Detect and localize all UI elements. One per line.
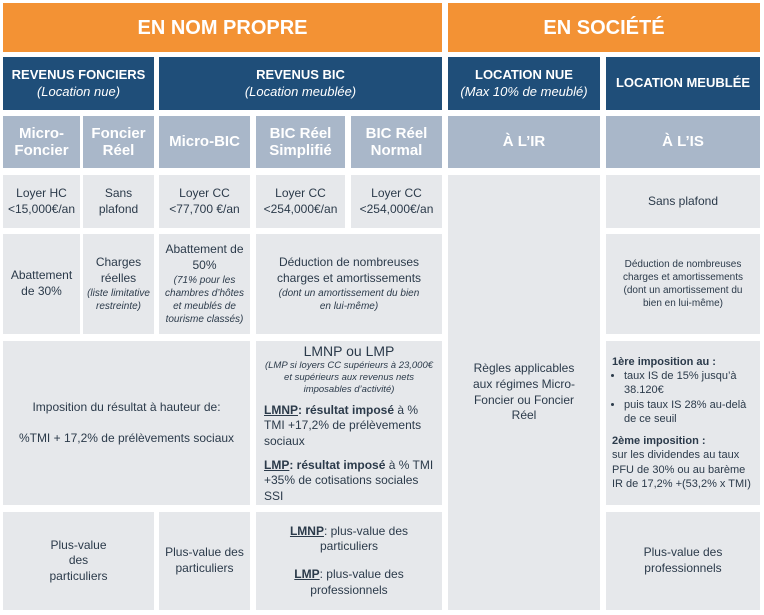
header-text: EN SOCIÉTÉ: [543, 16, 665, 39]
regime-cell: Foncier Réel: [83, 116, 154, 168]
regime-cell: À L’IS: [606, 116, 760, 168]
regime: À L’IS: [662, 133, 704, 151]
charges-text: Charges réelles: [95, 255, 142, 285]
lmnp-text: à % TMI +17,2% de prélèvements sociaux: [264, 402, 422, 449]
plus-value: Plus-value des particuliers: [49, 537, 108, 583]
plafond-cell: Sans plafond: [83, 175, 154, 228]
bic-title: LMNP ou LMP: [303, 342, 395, 359]
lmp-text: : plus-value des professionnels: [310, 567, 404, 597]
plus-value-cell: Plus-value des professionnels: [606, 512, 760, 610]
lmnp-label: LMNP: [289, 523, 324, 538]
group-cell: LOCATION MEUBLÉE: [606, 57, 760, 110]
regime: BIC Réel Simplifié: [269, 124, 332, 159]
plus-value: Plus-value des particuliers: [165, 545, 244, 575]
plafond: Loyer CC <254,000€/an: [263, 185, 338, 216]
regime: À L’IR: [502, 133, 546, 151]
charges-cell: Abattement de 30%: [3, 234, 80, 334]
group-cell: REVENUS BIC (Location meublée): [159, 57, 442, 110]
charges-cell: Déduction de nombreuses charges et amort…: [606, 234, 760, 334]
plus-value-cell: Plus-value des particuliers: [159, 512, 250, 610]
charges-text: Déduction de nombreuses charges et amort…: [276, 255, 422, 285]
group-title: REVENUS FONCIERS: [11, 66, 146, 82]
regime-cell: Micro-BIC: [159, 116, 250, 168]
imposition-line: Imposition du résultat à hauteur de:: [32, 399, 221, 414]
regime-cell: Micro-Foncier: [3, 116, 80, 168]
imposition-cell: 1ère imposition au : taux IS de 15% jusq…: [606, 341, 760, 505]
plafond-cell: Sans plafond: [606, 175, 760, 228]
group-title: REVENUS BIC: [256, 66, 345, 82]
is-second-title: 2ème imposition :: [612, 435, 706, 448]
lmp-label: LMP: [294, 567, 320, 581]
regime: BIC Réel Normal: [365, 124, 428, 159]
plus-value-cell: LMNP: plus-value des particuliers LMP: p…: [256, 512, 442, 610]
header-cell: EN NOM PROPRE: [3, 3, 442, 52]
plafond-cell: Loyer HC <15,000€/an: [3, 175, 80, 228]
group-cell: REVENUS FONCIERS (Location nue): [3, 57, 154, 110]
charges-cell: Déduction de nombreuses charges et amort…: [256, 234, 442, 334]
is-item: taux IS de 15% jusqu’à 38.120€: [624, 369, 754, 398]
lmnp-bold: : résultat imposé: [298, 402, 395, 417]
plafond-cell: Loyer CC <77,700 €/an: [159, 175, 250, 228]
plafond: Loyer CC <254,000€/an: [359, 185, 434, 216]
charges-text: Déduction de nombreuses charges et amort…: [622, 259, 744, 283]
group-subtitle: (Location meublée): [244, 83, 357, 99]
is-second-text: sur les dividendes au taux PFU de 30% ou…: [612, 449, 751, 491]
group-title: LOCATION NUE: [475, 66, 573, 82]
charges-note: (71% pour les chambres d’hôtes et meublé…: [165, 274, 244, 325]
group-subtitle: (Max 10% de meublé): [460, 83, 588, 99]
imposition-line: %TMI + 17,2% de prélèvements sociaux: [18, 430, 235, 445]
charges-text: Abattement de 30%: [10, 268, 73, 298]
plus-value-cell: Plus-value des particuliers: [3, 512, 154, 610]
charges-cell: Abattement de 50% (71% pour les chambres …: [159, 234, 250, 334]
group-subtitle: (Location nue): [36, 83, 121, 99]
lmp-line: LMP: résultat imposé à % TMI +35% de cot…: [264, 458, 434, 505]
charges-note: (dont un amortissement du bien en lui-mê…: [278, 287, 420, 312]
lmp-bold: : résultat imposé: [289, 457, 386, 472]
imposition-cell: Imposition du résultat à hauteur de: %TMI…: [3, 341, 250, 505]
group-cell: LOCATION NUE (Max 10% de meublé): [448, 57, 600, 110]
charges-note: (dont un amortissement du bien en lui-mê…: [623, 285, 743, 309]
plafond-cell: Loyer CC <254,000€/an: [256, 175, 345, 228]
charges-cell: Charges réelles (liste limitative restrei…: [83, 234, 154, 334]
header-cell: EN SOCIÉTÉ: [448, 3, 760, 52]
regime: Micro-Foncier: [14, 124, 69, 159]
group-title: LOCATION MEUBLÉE: [615, 75, 751, 91]
plafond: Sans plafond: [98, 185, 139, 216]
lmnp-line: LMNP: résultat imposé à % TMI +17,2% de …: [264, 403, 434, 450]
plus-value: Plus-value des professionnels: [643, 545, 723, 575]
lmp-plus-value: LMP: plus-value des professionnels: [282, 567, 416, 598]
charges-note: (liste limitative restreinte): [87, 287, 150, 312]
is-item: puis taux IS 28% au-delà de ce seuil: [624, 398, 754, 427]
lmnp-label: LMNP: [264, 402, 298, 417]
plafond: Loyer HC <15,000€/an: [7, 185, 76, 216]
is-first-title: 1ère imposition au :: [612, 355, 716, 368]
header-text: EN NOM PROPRE: [137, 16, 308, 39]
regime-cell: BIC Réel Simplifié: [256, 116, 345, 168]
plafond: Sans plafond: [647, 193, 719, 208]
regime: Micro-BIC: [169, 133, 240, 151]
plafond: Loyer CC <77,700 €/an: [169, 185, 240, 216]
lmnp-plus-value: LMNP: plus-value des particuliers: [282, 524, 416, 555]
ir-rules: Règles applicables aux régimes Micro-Fon…: [472, 361, 576, 423]
charges-text: Abattement de 50%: [165, 242, 244, 272]
ir-rules-cell: Règles applicables aux régimes Micro-Fon…: [448, 175, 600, 610]
regime-cell: BIC Réel Normal: [351, 116, 442, 168]
lmnp-text: : plus-value des particuliers: [319, 523, 409, 554]
imposition-cell: LMNP ou LMP (LMP si loyers CC supérieurs…: [256, 341, 442, 505]
regime-cell: À L’IR: [448, 116, 600, 168]
regime: Foncier Réel: [91, 124, 146, 159]
is-list: taux IS de 15% jusqu’à 38.120€ puis taux…: [612, 369, 754, 426]
lmp-label: LMP: [264, 457, 290, 472]
lmp-text: à % TMI +35% de cotisations sociales SSI: [264, 457, 434, 503]
plafond-cell: Loyer CC <254,000€/an: [351, 175, 442, 228]
bic-note: (LMP si loyers CC supérieurs à 23,000€ e…: [264, 359, 434, 396]
